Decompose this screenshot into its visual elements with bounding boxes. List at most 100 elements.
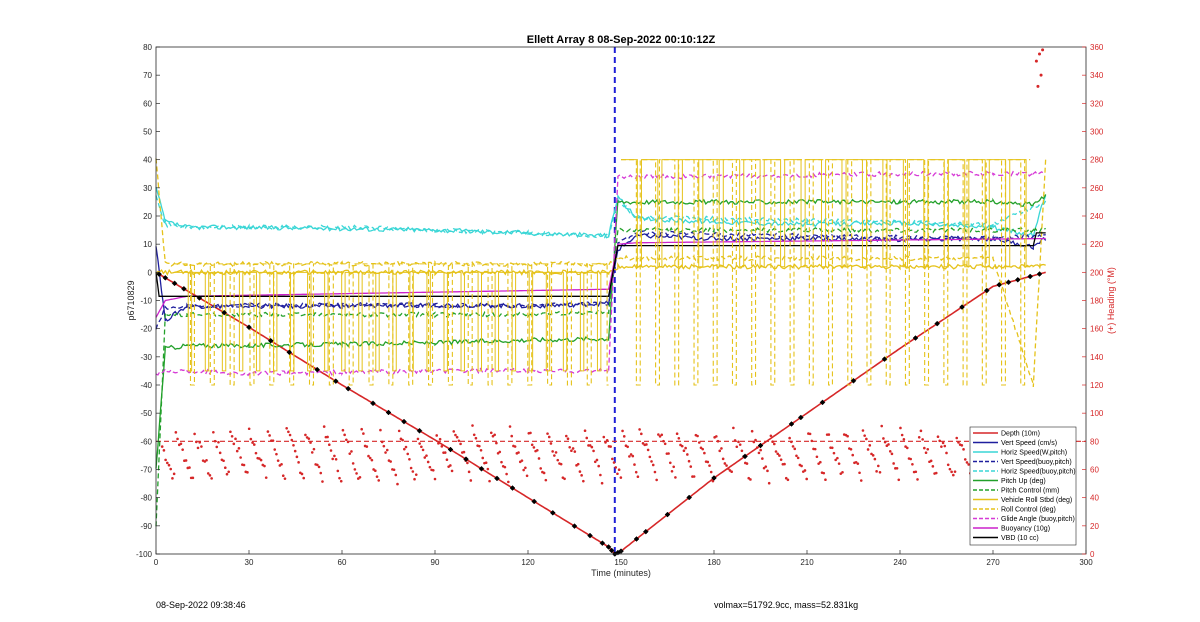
heading-point [1038, 52, 1041, 56]
y2-tick-label: 80 [1090, 437, 1099, 446]
heading-point [166, 461, 169, 465]
heading-point [365, 445, 369, 448]
x-tick-label: 30 [245, 558, 254, 567]
heading-point [234, 437, 237, 441]
heading-point [943, 444, 947, 448]
heading-point [668, 461, 672, 465]
heading-point [355, 472, 358, 475]
depth-marker [221, 309, 228, 316]
heading-point [319, 471, 323, 475]
heading-point [179, 442, 183, 446]
depth-marker [788, 421, 795, 427]
heading-point [778, 454, 781, 457]
y2-tick-label: 100 [1090, 409, 1104, 418]
heading-point [530, 443, 534, 447]
heading-point [404, 445, 408, 449]
heading-point [409, 466, 413, 470]
heading-point [875, 470, 878, 473]
heading-point [414, 473, 418, 476]
heading-point [283, 477, 287, 480]
heading-point [895, 466, 899, 470]
heading-point [689, 465, 693, 468]
depth-marker [664, 511, 671, 518]
x-tick-label: 180 [707, 558, 721, 567]
heading-point [280, 462, 283, 466]
depth-marker [463, 456, 469, 463]
legend-entry: Vert Speed (cm/s) [1001, 440, 1057, 447]
heading-point [276, 459, 280, 462]
depth-marker [286, 349, 293, 356]
depth-marker [850, 377, 857, 384]
y-tick-label: -20 [140, 325, 152, 334]
heading-point [837, 462, 841, 465]
heading-point [208, 474, 212, 477]
heading-point [559, 462, 563, 466]
heading-point [326, 435, 329, 439]
heading-point [960, 444, 964, 447]
y-tick-label: 20 [143, 212, 152, 221]
heading-point [945, 451, 948, 455]
heading-point [507, 480, 510, 484]
heading-point [766, 469, 769, 473]
heading-point [870, 452, 873, 456]
x-tick-label: 60 [338, 558, 347, 567]
y-tick-label: 40 [143, 156, 152, 165]
heading-point [583, 429, 587, 433]
heading-point [836, 456, 839, 460]
heading-point [310, 451, 314, 454]
heading-point [498, 450, 502, 454]
heading-point [701, 447, 704, 451]
depth-marker [171, 280, 178, 287]
heading-point [237, 447, 241, 450]
heading-point [940, 445, 943, 448]
x-tick-label: 120 [521, 558, 535, 567]
y2-tick-label: 320 [1090, 99, 1104, 108]
heading-point [196, 446, 200, 450]
heading-point [426, 460, 430, 464]
depth-marker [633, 536, 640, 542]
heading-point [696, 434, 699, 438]
heading-point [275, 452, 278, 456]
heading-point [508, 425, 512, 428]
heading-point [813, 447, 817, 451]
heading-point [566, 437, 570, 440]
heading-point [590, 445, 594, 449]
heading-point [720, 447, 723, 450]
heading-point [184, 459, 188, 462]
heading-point [832, 451, 836, 455]
y-tick-label: 70 [143, 71, 152, 80]
heading-point [965, 461, 969, 464]
heading-point [380, 440, 384, 444]
heading-point [563, 477, 566, 481]
heading-point [539, 467, 543, 470]
heading-point [546, 432, 549, 435]
heading-point [819, 460, 822, 464]
heading-point [924, 451, 928, 455]
heading-point [171, 477, 174, 480]
heading-point [711, 479, 715, 483]
heading-point [413, 477, 416, 481]
heading-point [911, 462, 914, 466]
heading-point [416, 437, 420, 441]
heading-point [604, 441, 607, 444]
legend-box [969, 426, 1077, 546]
depth-marker [156, 271, 162, 278]
heading-point [931, 465, 935, 468]
depth-marker [819, 399, 826, 406]
depth-marker [959, 304, 965, 310]
heading-point [517, 451, 520, 454]
heading-point [529, 431, 532, 435]
heading-point [466, 461, 469, 465]
heading-point [757, 451, 761, 455]
heading-point [389, 460, 392, 463]
depth-marker [196, 295, 203, 301]
heading-point [505, 472, 508, 476]
heading-point [645, 443, 648, 446]
depth-marker [401, 418, 407, 425]
y2-tick-label: 220 [1090, 240, 1104, 249]
heading-point [830, 446, 834, 450]
heading-point [242, 463, 246, 467]
heading-point [902, 438, 906, 441]
heading-point [350, 450, 353, 453]
heading-point [440, 445, 444, 448]
